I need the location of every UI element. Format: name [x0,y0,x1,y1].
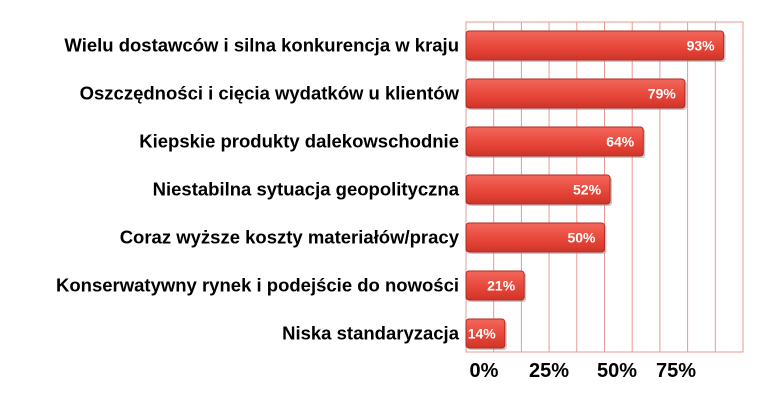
bar-value-label: 50% [567,230,596,246]
bar-value-label: 79% [648,86,677,102]
bar-value-label: 21% [487,278,516,294]
category-label: Niska standaryzacja [282,323,460,344]
bar [465,126,644,157]
x-tick-label: 50% [597,360,637,382]
bar [465,270,525,301]
chart-bars: 93% 79% 64% 52% 50% 21% 14% [465,30,726,350]
bar [465,318,506,349]
x-axis-ticks: 0% 25% 50% 75% [470,360,697,382]
x-tick-label: 75% [656,360,696,382]
category-labels: Wielu dostawców i silna konkurencja w kr… [56,35,460,344]
bar-value-label: 64% [606,134,635,150]
category-label: Konserwatywny rynek i podejście do nowoś… [56,275,459,296]
bar-value-label: 93% [687,38,716,54]
category-label: Niestabilna sytuacja geopolityczna [153,179,460,200]
category-label: Kiepskie produkty dalekowschodnie [139,131,459,152]
category-label: Oszczędności i cięcia wydatków u klientó… [80,83,460,104]
bar [465,174,611,205]
bar [465,222,605,253]
x-tick-label: 0% [470,360,499,382]
category-label: Wielu dostawców i silna konkurencja w kr… [64,35,459,56]
bar-value-label: 52% [573,182,602,198]
bar [465,78,686,109]
category-label: Coraz wyższe koszty materiałów/pracy [120,227,460,248]
bar [465,30,725,61]
x-tick-label: 25% [529,360,569,382]
bar-value-label: 14% [468,326,497,342]
